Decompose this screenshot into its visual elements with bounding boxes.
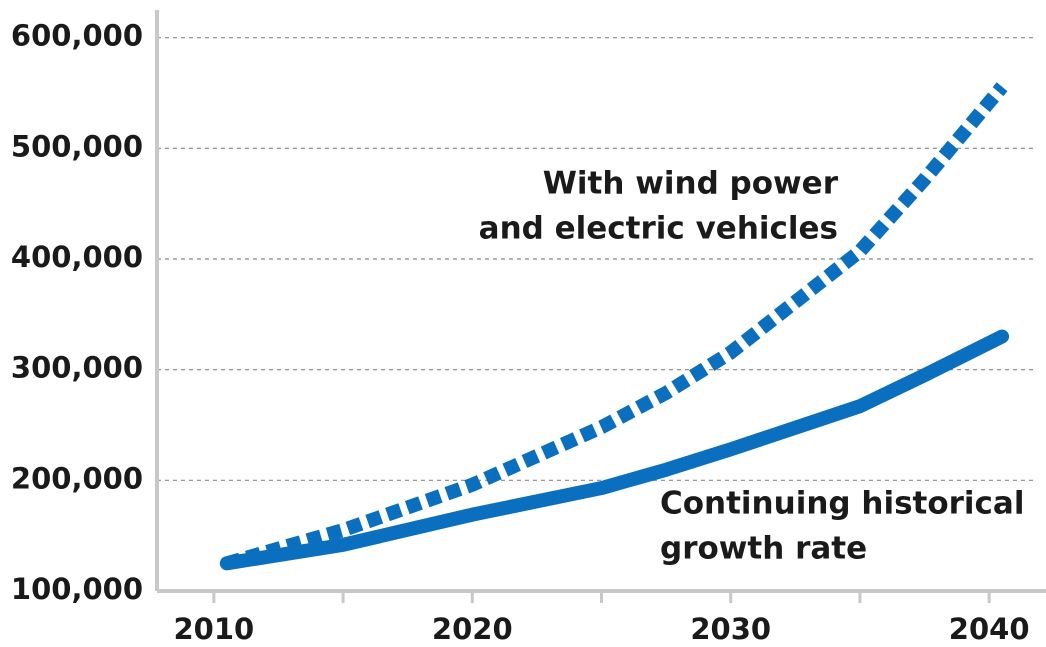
y-tick-label: 200,000 <box>11 461 143 495</box>
x-tick-label: 2020 <box>432 612 513 646</box>
annotation: growth rate <box>660 531 867 567</box>
y-tick-label: 300,000 <box>11 351 143 385</box>
series-line <box>219 329 1010 571</box>
y-tick-label: 100,000 <box>11 572 143 606</box>
y-tick-label: 500,000 <box>11 129 143 163</box>
y-tick-label: 600,000 <box>11 19 143 53</box>
y-tick-label: 400,000 <box>11 240 143 274</box>
x-tick-label: 2030 <box>690 612 771 646</box>
annotation: With wind power <box>543 166 839 202</box>
annotation: Continuing historical <box>660 486 1024 522</box>
annotation: and electric vehicles <box>479 211 838 247</box>
series-line <box>224 82 1008 571</box>
x-tick-label: 2040 <box>949 612 1030 646</box>
x-tick-label: 2010 <box>173 612 254 646</box>
